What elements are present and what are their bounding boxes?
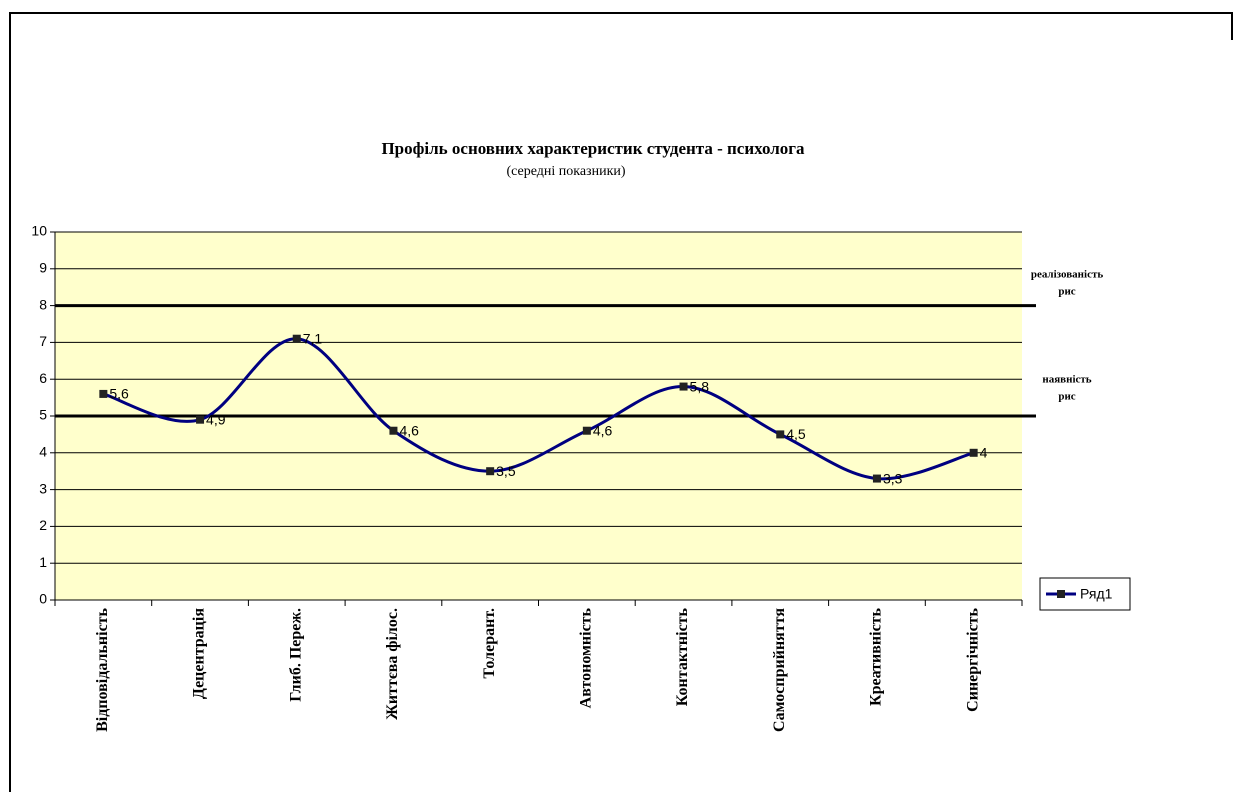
frame	[9, 12, 1233, 792]
annotation: рис	[1058, 391, 1075, 403]
y-tick-label: 6	[39, 370, 47, 386]
marker	[292, 334, 301, 343]
marker	[969, 448, 978, 457]
legend-box	[1039, 577, 1131, 611]
y-tick-label: 10	[31, 223, 47, 239]
x-tick-label: Креативність	[868, 607, 885, 706]
legend-label: Ряд1	[1080, 586, 1113, 602]
x-tick-label: Глиб. Переж.	[287, 608, 304, 702]
x-tick-label: Контактність	[674, 607, 691, 706]
y-tick-label: 1	[39, 554, 47, 570]
annotation: рис	[1058, 286, 1075, 298]
y-tick-label: 3	[39, 480, 47, 496]
data-label: 4,9	[206, 411, 226, 427]
chart-title: Профіль основних характеристик студента …	[381, 139, 805, 158]
data-label: 5,8	[690, 378, 710, 394]
series-line	[102, 337, 975, 481]
data-label: 4	[980, 445, 988, 461]
data-label: 7,1	[303, 330, 323, 346]
data-label: 3,5	[496, 463, 516, 479]
marker	[582, 426, 591, 435]
annotation: реалізованість	[1031, 269, 1104, 281]
y-tick-label: 0	[39, 591, 47, 607]
y-tick-label: 5	[39, 407, 47, 423]
marker	[486, 467, 495, 476]
marker	[872, 474, 881, 483]
y-tick-label: 9	[39, 260, 47, 276]
annotation: наявність	[1042, 374, 1091, 386]
x-tick-label: Автономність	[578, 607, 595, 708]
x-tick-label: Синергічність	[964, 607, 981, 711]
x-tick-label: Відповідальність	[94, 607, 111, 731]
legend-marker	[1057, 590, 1065, 598]
data-label: 4,6	[593, 422, 613, 438]
data-label: 3,3	[883, 470, 903, 486]
y-tick-label: 4	[39, 444, 47, 460]
data-label: 4,6	[399, 422, 419, 438]
y-tick-label: 2	[39, 517, 47, 533]
data-label: 4,5	[786, 426, 806, 442]
marker	[99, 389, 108, 398]
marker	[776, 430, 785, 439]
y-tick-label: 7	[39, 333, 47, 349]
x-tick-label: Толерант.	[481, 608, 498, 679]
marker	[679, 382, 688, 391]
chart-subtitle: (середні показники)	[506, 164, 625, 179]
marker	[389, 426, 398, 435]
marker	[196, 415, 205, 424]
x-tick-label: Життєва філос.	[384, 608, 401, 720]
y-tick-label: 8	[39, 296, 47, 312]
data-label: 5,6	[109, 386, 129, 402]
x-tick-label: Самосприйняття	[771, 608, 788, 732]
x-tick-label: Децентрація	[191, 608, 208, 699]
